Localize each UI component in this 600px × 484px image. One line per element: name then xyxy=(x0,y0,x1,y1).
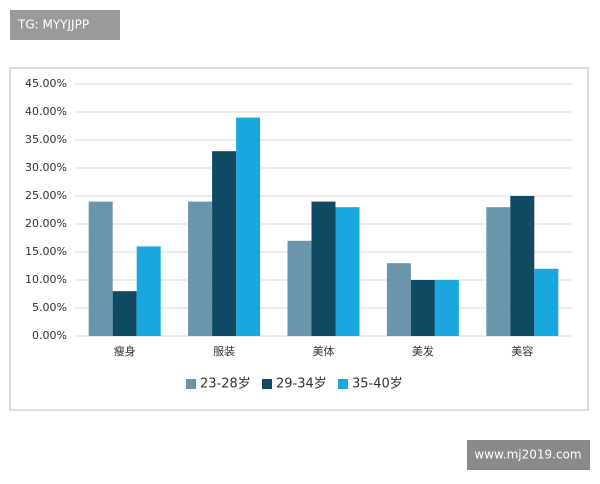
y-tick-label: 5.00% xyxy=(32,301,67,314)
watermark-top: TG: MYYJJPP xyxy=(17,18,89,32)
bar xyxy=(311,201,336,336)
bar xyxy=(434,280,459,336)
bar xyxy=(534,268,559,336)
x-tick-label: 瘦身 xyxy=(114,344,136,358)
chart-frame xyxy=(9,67,589,411)
bar xyxy=(136,246,161,336)
bar xyxy=(112,291,137,336)
bar xyxy=(510,196,535,336)
legend-swatch xyxy=(186,379,196,389)
y-tick-label: 0.00% xyxy=(32,329,67,342)
watermark-badge xyxy=(467,440,590,470)
bar xyxy=(287,240,312,336)
legend-label: 29-34岁 xyxy=(276,377,327,392)
legend-label: 35-40岁 xyxy=(352,377,403,392)
y-tick-label: 20.00% xyxy=(25,217,67,230)
x-tick-label: 美容 xyxy=(511,344,533,358)
y-tick-label: 45.00% xyxy=(25,77,67,90)
bar xyxy=(335,207,360,336)
y-tick-label: 10.00% xyxy=(25,273,67,286)
x-tick-label: 服装 xyxy=(213,345,235,358)
bar xyxy=(88,201,113,336)
bar xyxy=(410,280,435,336)
y-tick-label: 35.00% xyxy=(25,133,67,146)
y-tick-label: 25.00% xyxy=(25,189,67,202)
bar xyxy=(212,151,237,336)
legend-label: 23-28岁 xyxy=(200,377,251,392)
bar xyxy=(486,207,511,336)
legend-swatch xyxy=(338,379,348,389)
y-tick-label: 30.00% xyxy=(25,161,67,174)
bar xyxy=(188,201,213,336)
x-tick-label: 美发 xyxy=(412,344,434,358)
watermark-bottom: www.mj2019.com xyxy=(474,448,581,462)
y-tick-label: 15.00% xyxy=(25,245,67,258)
bar xyxy=(386,263,411,336)
y-tick-label: 40.00% xyxy=(25,105,67,118)
watermark-badge xyxy=(10,10,120,40)
x-tick-label: 美体 xyxy=(313,344,335,358)
bar xyxy=(236,117,261,336)
legend-swatch xyxy=(262,379,272,389)
